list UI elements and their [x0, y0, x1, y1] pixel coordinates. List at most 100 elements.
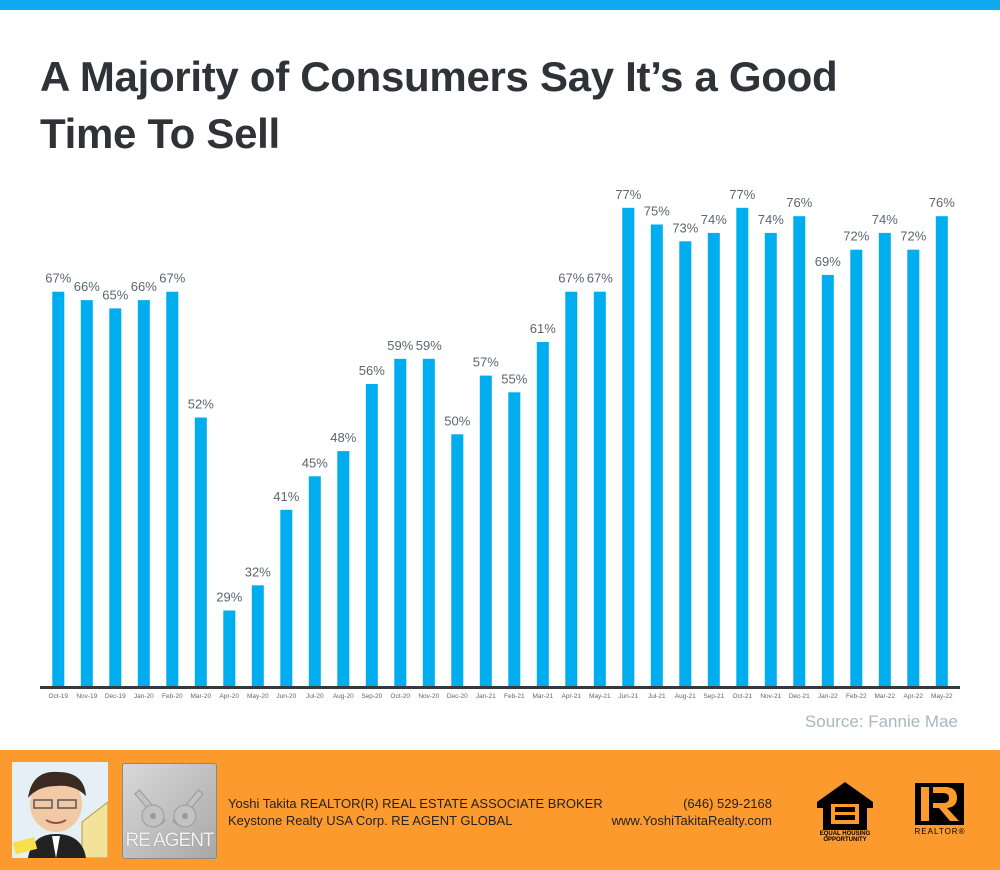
x-tick-label: Oct-21 — [733, 693, 753, 700]
bar-Aug-20 — [337, 451, 350, 686]
data-label: 50% — [444, 413, 470, 428]
x-tick-label: Jun-21 — [618, 693, 638, 700]
bar-Jan-22 — [821, 274, 834, 686]
x-tick-label: Aug-21 — [675, 693, 696, 700]
x-tick-label: Sep-20 — [361, 693, 382, 700]
re-agent-logo-text: RE AGENT — [125, 830, 214, 851]
x-tick-label: Jul-21 — [648, 693, 666, 700]
agent-name-line: Yoshi Takita REALTOR(R) REAL ESTATE ASSO… — [228, 796, 603, 811]
data-label: 77% — [615, 187, 641, 202]
contact-info: (646) 529-2168 www.YoshiTakitaRealty.com — [612, 795, 772, 829]
bar-Jul-20 — [308, 476, 321, 687]
data-label: 67% — [558, 271, 584, 286]
x-tick-label: Dec-19 — [105, 693, 126, 700]
data-label: 67% — [587, 271, 613, 286]
bar-Feb-20 — [166, 291, 179, 686]
realtor-text: REALTOR® — [914, 827, 966, 836]
data-label: 41% — [273, 489, 299, 504]
footer-banner: RE AGENT Yoshi Takita REALTOR(R) REAL ES… — [0, 750, 1000, 870]
page-title: A Majority of Consumers Say It’s a Good … — [40, 53, 838, 157]
bar-May-22 — [935, 216, 948, 686]
data-label: 75% — [644, 204, 670, 219]
data-label: 66% — [131, 279, 157, 294]
data-label: 74% — [872, 212, 898, 227]
x-axis-line — [40, 686, 960, 689]
bar-Oct-20 — [394, 358, 407, 686]
bar-Sep-20 — [365, 384, 378, 686]
x-tick-label: Nov-20 — [418, 693, 439, 700]
x-tick-label: Oct-20 — [391, 693, 411, 700]
x-tick-label: Feb-21 — [504, 693, 525, 700]
bar-Dec-21 — [793, 216, 806, 686]
x-tick-label: Dec-20 — [447, 693, 468, 700]
x-tick-label: Feb-22 — [846, 693, 867, 700]
bar-Oct-19 — [52, 291, 65, 686]
bar-Feb-21 — [508, 392, 521, 686]
data-label: 52% — [188, 397, 214, 412]
x-tick-label: Sep-21 — [703, 693, 724, 700]
data-label: 56% — [359, 363, 385, 378]
data-label: 59% — [387, 338, 413, 353]
data-label: 77% — [729, 187, 755, 202]
data-label: 76% — [929, 195, 955, 210]
x-tick-label: Feb-20 — [162, 693, 183, 700]
agent-caricature-photo — [12, 762, 108, 858]
x-tick-label: Apr-20 — [220, 693, 240, 700]
x-tick-label: May-21 — [589, 693, 611, 700]
data-label: 67% — [159, 271, 185, 286]
x-tick-label: Dec-21 — [789, 693, 810, 700]
x-tick-label: Mar-20 — [191, 693, 212, 700]
data-label: 69% — [815, 254, 841, 269]
data-label: 73% — [672, 220, 698, 235]
x-tick-label: Mar-21 — [533, 693, 554, 700]
source-note: Source: Fannie Mae — [804, 712, 958, 731]
bar-Jan-21 — [479, 375, 492, 686]
data-label: 32% — [245, 564, 271, 579]
data-label: 57% — [473, 355, 499, 370]
x-tick-label: Apr-21 — [562, 693, 582, 700]
equal-housing-icon — [817, 782, 873, 830]
bar-Dec-20 — [451, 434, 464, 686]
x-tick-label: Apr-22 — [904, 693, 924, 700]
bar-Mar-22 — [878, 232, 891, 686]
x-tick-label: Jul-20 — [306, 693, 324, 700]
x-tick-label: Aug-20 — [333, 693, 354, 700]
bar-Aug-21 — [679, 241, 692, 687]
x-tick-label: May-22 — [931, 693, 953, 700]
x-tick-label: Mar-22 — [875, 693, 896, 700]
data-label: 45% — [302, 455, 328, 470]
data-label: 72% — [900, 229, 926, 244]
x-tick-label: Jan-20 — [134, 693, 154, 700]
x-tick-label: Nov-19 — [76, 693, 97, 700]
data-label: 48% — [330, 430, 356, 445]
x-tick-label: Jun-20 — [276, 693, 296, 700]
company-line: Keystone Realty USA Corp. RE AGENT GLOBA… — [228, 813, 513, 828]
bar-Mar-20 — [194, 417, 207, 686]
data-label: 76% — [786, 195, 812, 210]
data-label: 66% — [74, 279, 100, 294]
x-tick-label: Jan-21 — [476, 693, 496, 700]
x-tick-label: Oct-19 — [49, 693, 69, 700]
data-label: 65% — [102, 287, 128, 302]
bar-Nov-19 — [80, 300, 93, 686]
data-label: 72% — [843, 229, 869, 244]
bar-Sep-21 — [707, 232, 720, 686]
agent-info: Yoshi Takita REALTOR(R) REAL ESTATE ASSO… — [228, 795, 603, 829]
bar-Feb-22 — [850, 249, 863, 686]
phone-number: (646) 529-2168 — [683, 796, 772, 811]
data-label: 61% — [530, 321, 556, 336]
top-accent-bar — [0, 0, 1000, 10]
bar-Apr-21 — [565, 291, 578, 686]
bar-Jun-20 — [280, 509, 293, 686]
equal-housing-text: EQUAL HOUSING OPPORTUNITY — [819, 831, 871, 843]
bar-Oct-21 — [736, 207, 749, 687]
data-label: 29% — [216, 590, 242, 605]
bar-May-21 — [593, 291, 606, 686]
data-label: 74% — [701, 212, 727, 227]
bar-Jan-20 — [137, 300, 150, 686]
bar-Jun-21 — [622, 207, 635, 687]
bar-May-20 — [251, 585, 264, 686]
website-link[interactable]: www.YoshiTakitaRealty.com — [611, 813, 772, 828]
bar-Dec-19 — [109, 308, 122, 686]
x-tick-label: May-20 — [247, 693, 269, 700]
